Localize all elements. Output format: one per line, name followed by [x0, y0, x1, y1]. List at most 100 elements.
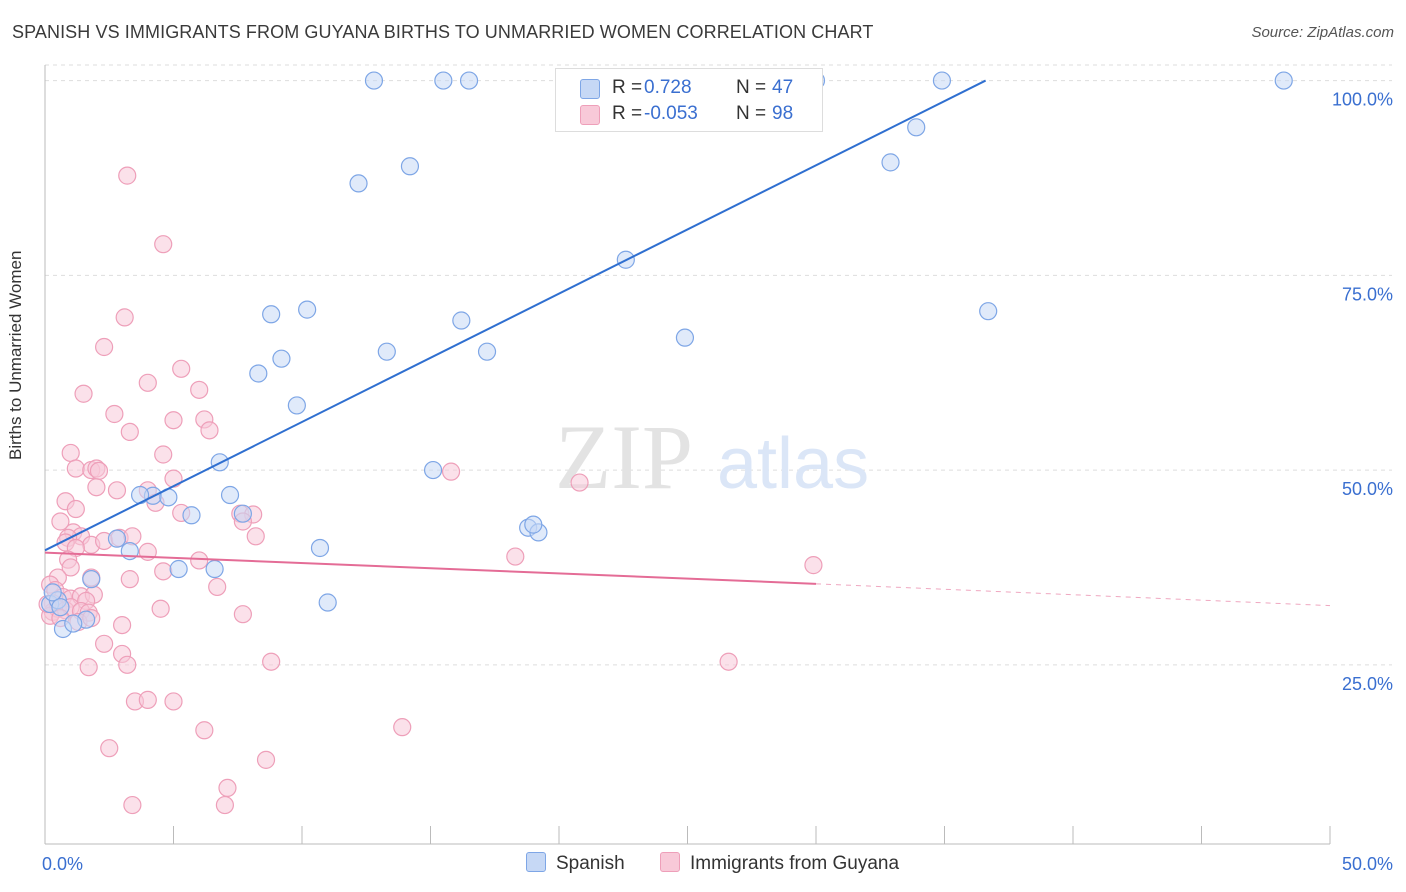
legend-r-value: 0.728 [644, 77, 692, 98]
watermark-zip: ZIP [555, 406, 693, 508]
spanish-point [287, 396, 306, 415]
guyana-point [215, 795, 234, 815]
y-tick-label: 50.0% [1342, 479, 1393, 499]
legend-n-label: N = [736, 103, 767, 124]
grid-lines [45, 64, 1392, 666]
legend-item-guyana[interactable]: Immigrants from Guyana [660, 852, 899, 875]
spanish-trend-line [44, 79, 987, 552]
guyana-point [95, 634, 114, 653]
spanish-point [82, 570, 101, 589]
spanish-point [434, 71, 453, 90]
spanish-point [169, 559, 188, 579]
watermark-atlas: atlas [717, 424, 869, 504]
guyana-point [118, 166, 137, 185]
spanish-point [459, 71, 479, 90]
legend-n-label: N = [736, 77, 767, 98]
legend-swatch-guyana [580, 105, 600, 125]
spanish-point [310, 538, 330, 558]
guyana-trend-line [44, 551, 817, 585]
legend-n-value: 47 [772, 77, 794, 98]
spanish-point [452, 311, 471, 330]
guyana-point [79, 658, 98, 677]
legend-n-value: 98 [772, 103, 794, 124]
legend-swatch-guyana [660, 852, 680, 872]
spanish-point [298, 300, 317, 319]
guyana-point [506, 547, 525, 566]
y-axis-label: Births to Unmarried Women [6, 250, 25, 460]
guyana-point [393, 718, 412, 737]
guyana-point [233, 605, 252, 624]
spanish-point [205, 559, 224, 579]
legend-label-spanish: Spanish [556, 853, 625, 874]
y-tick-labels: 25.0% 50.0% 75.0% 100.0% [1332, 90, 1393, 694]
spanish-point [249, 364, 268, 383]
guyana-point [123, 527, 142, 546]
guyana-point [570, 473, 589, 492]
guyana-point [804, 556, 823, 575]
guyana-point [164, 692, 183, 711]
guyana-point [107, 481, 127, 500]
guyana-point [256, 750, 276, 769]
legend-item-spanish[interactable]: Spanish [526, 852, 625, 875]
guyana-point [51, 512, 70, 531]
guyana-point [66, 459, 85, 478]
guyana-point [164, 411, 183, 430]
spanish-point [477, 342, 497, 361]
guyana-point [719, 652, 738, 671]
spanish-point [364, 71, 384, 90]
x-tick-label-min: 0.0% [42, 854, 83, 874]
spanish-point [675, 328, 695, 347]
legend-r-label: R = [612, 103, 643, 124]
guyana-point [154, 562, 173, 581]
guyana-point [118, 655, 137, 674]
guyana-point [95, 337, 114, 357]
spanish-point [400, 157, 420, 176]
guyana-point [87, 478, 106, 497]
spanish-point [64, 614, 83, 633]
spanish-point [423, 460, 443, 480]
spanish-point [220, 485, 240, 505]
x-tick-label-max: 50.0% [1342, 854, 1393, 874]
spanish-point [318, 593, 337, 612]
legend-swatch-spanish [526, 852, 546, 872]
spanish-point [932, 71, 952, 90]
guyana-trend-extension [815, 583, 1331, 607]
guyana-point [138, 690, 157, 709]
spanish-point [524, 515, 543, 534]
guyana-point [246, 527, 265, 546]
source-label: Source: ZipAtlas.com [1251, 24, 1394, 41]
spanish-point [1274, 71, 1293, 90]
legend-r-label: R = [612, 77, 643, 98]
guyana-point [154, 235, 173, 254]
spanish-point [233, 504, 252, 523]
guyana-point [120, 422, 139, 442]
guyana-point [61, 558, 80, 577]
x-tick-labels: 0.0% 50.0% [42, 854, 1393, 874]
y-tick-label: 25.0% [1342, 674, 1393, 694]
legend-swatch-spanish [580, 79, 600, 99]
spanish-point [182, 506, 201, 525]
stats-legend: R = 0.728 N = 47 R = -0.053 N = 98 [555, 68, 823, 132]
spanish-point [979, 302, 998, 321]
spanish-point [262, 305, 281, 324]
y-tick-label: 75.0% [1342, 284, 1393, 304]
guyana-point [218, 778, 237, 798]
guyana-point [74, 384, 93, 403]
guyana-point [195, 721, 214, 740]
guyana-point [120, 570, 139, 589]
legend-r-value: -0.053 [644, 103, 698, 124]
guyana-point [190, 380, 209, 399]
guyana-point [200, 421, 219, 440]
guyana-point [164, 469, 183, 488]
chart-title: SPANISH VS IMMIGRANTS FROM GUYANA BIRTHS… [12, 22, 874, 42]
axes [44, 65, 1331, 845]
spanish-point [272, 349, 291, 368]
guyana-point [138, 373, 157, 392]
guyana-point [66, 499, 85, 519]
spanish-point [907, 118, 926, 137]
guyana-point [100, 739, 119, 758]
guyana-point [112, 616, 132, 635]
spanish-point [107, 529, 127, 548]
spanish-point [349, 174, 368, 193]
